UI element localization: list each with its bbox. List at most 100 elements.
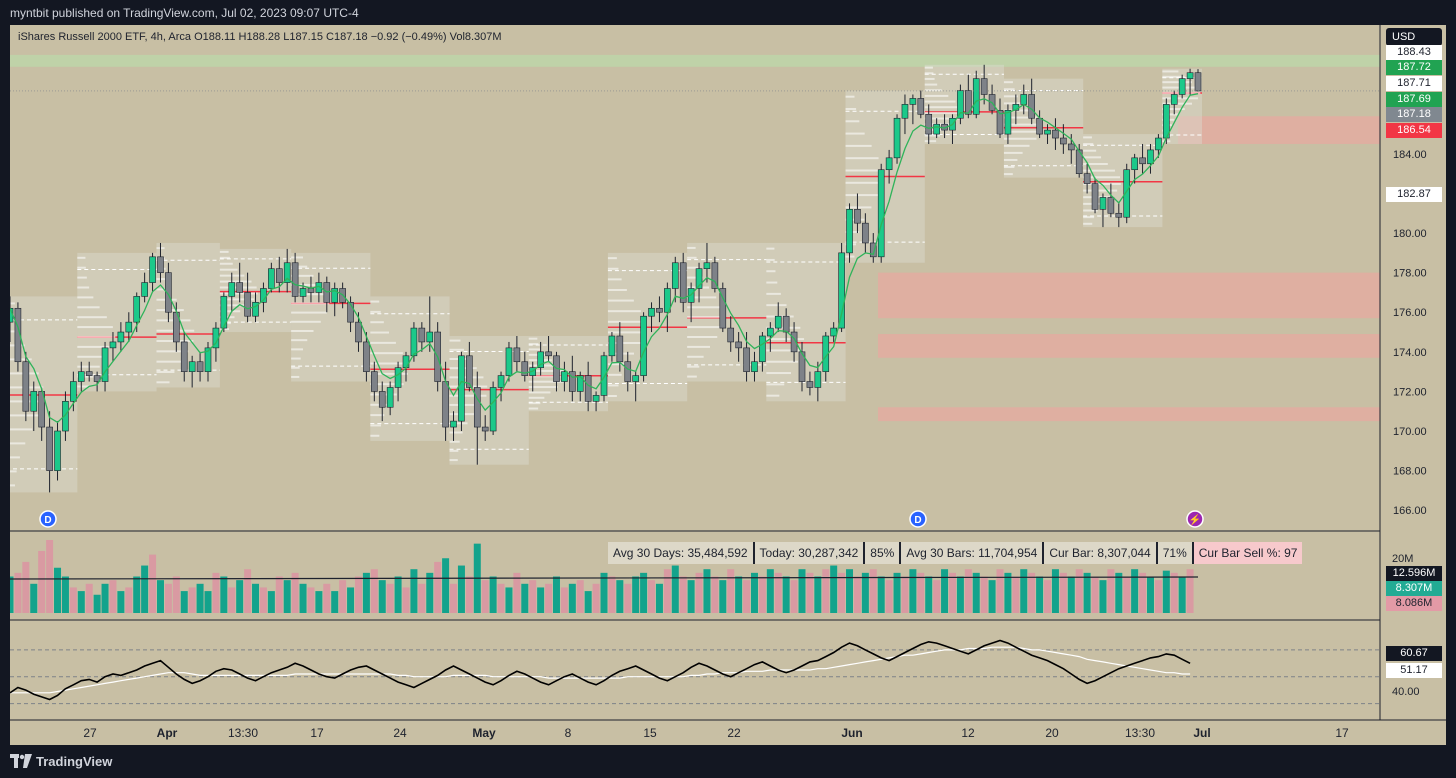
profile-bar <box>370 310 381 313</box>
profile-bar <box>766 270 776 273</box>
candle-body <box>679 262 687 303</box>
profile-bar <box>607 299 634 302</box>
supply-zone <box>878 334 1380 358</box>
volume-bar <box>259 587 267 613</box>
candle-body <box>394 367 402 388</box>
candle-body <box>545 351 552 357</box>
candle-body <box>767 327 774 337</box>
profile-bar <box>528 375 567 378</box>
legend-open: O188.11 <box>194 31 236 43</box>
profile-bar <box>528 369 565 372</box>
candle-body <box>1147 149 1154 165</box>
candle-body <box>275 268 283 283</box>
profile-bar <box>219 298 254 301</box>
stat-curbar-pct: 71% <box>1157 542 1194 564</box>
profile-bar <box>291 348 304 351</box>
candle-body <box>576 375 584 392</box>
chart-frame[interactable]: 166.00 168.00 170.00 172.00 174.00 176.00 178.… <box>10 25 1446 745</box>
volume-bar <box>948 572 956 613</box>
volume-bar <box>1115 572 1123 613</box>
tradingview-brand: TradingView <box>36 754 113 769</box>
profile-bar <box>528 386 558 389</box>
profile-bar <box>1083 189 1118 192</box>
profile-bar <box>1003 95 1018 98</box>
profile-bar <box>370 352 403 355</box>
volume-bar <box>22 561 30 613</box>
candle-body <box>1091 183 1099 210</box>
profile-bar <box>687 276 703 279</box>
profile-bar <box>291 320 321 323</box>
volume-bar <box>584 591 592 613</box>
volume-profile-block <box>687 242 767 382</box>
profile-bar <box>687 256 697 259</box>
profile-bar <box>370 321 384 324</box>
volume-bar <box>505 587 513 613</box>
y-tick-label: 168.00 <box>1393 466 1427 478</box>
profile-bar <box>219 268 238 271</box>
candle-body <box>117 331 125 343</box>
y-tick-label: 180.00 <box>1393 228 1427 240</box>
profile-bar <box>924 140 937 143</box>
profile-bar <box>370 414 385 417</box>
candle-body <box>426 331 434 343</box>
profile-bar <box>10 302 15 305</box>
candle-body <box>1155 137 1162 151</box>
volume-bar <box>38 550 46 613</box>
volume-bar <box>156 580 164 613</box>
chart-svg[interactable]: 166.00168.00170.00172.00174.00176.00178.… <box>10 25 1446 745</box>
profile-bar <box>687 246 696 249</box>
volume-bar <box>370 569 378 613</box>
candle-body <box>1083 173 1091 184</box>
candle-body <box>46 426 53 471</box>
candle-body <box>77 371 85 382</box>
profile-bar <box>449 449 459 452</box>
volume-bar <box>141 565 149 613</box>
volume-bar <box>489 576 497 613</box>
volume-bar <box>402 587 410 613</box>
candle-body <box>402 355 410 368</box>
profile-bar <box>10 428 33 431</box>
profile-bar <box>156 360 182 363</box>
symbol-legend: iShares Russell 2000 ETF, 4h, Arca O188.… <box>18 31 502 43</box>
candle-body <box>584 375 592 402</box>
profile-bar <box>766 304 787 307</box>
volume-bar <box>1004 572 1012 613</box>
profile-bar <box>924 117 960 120</box>
candle-body <box>442 381 449 428</box>
candle-body <box>1036 117 1043 135</box>
candle-body <box>418 327 426 343</box>
price-badge: 187.71 <box>1386 76 1442 91</box>
profile-bar <box>607 373 622 376</box>
volume-bar <box>497 583 505 613</box>
symbol-name: iShares Russell 2000 ETF, 4h, Arca <box>18 31 192 43</box>
currency-button[interactable]: USD <box>1386 28 1442 46</box>
candle-body <box>521 361 529 376</box>
candle-body <box>489 387 497 432</box>
candle-body <box>1099 197 1107 210</box>
profile-bar <box>1003 81 1013 84</box>
profile-bar <box>924 111 963 114</box>
profile-bar <box>766 281 778 284</box>
volume-bar <box>196 583 204 613</box>
profile-bar <box>77 335 116 338</box>
candle-body <box>1044 129 1051 135</box>
profile-bar <box>845 107 857 110</box>
profile-bar <box>924 100 956 103</box>
profile-bar <box>845 194 879 197</box>
volume-bar <box>972 572 980 613</box>
candle-body <box>331 288 339 303</box>
volume-bar <box>331 591 339 613</box>
volume-bar <box>299 583 307 613</box>
volume-bar <box>901 576 909 613</box>
volume-bar <box>1162 570 1170 613</box>
volume-bar <box>1059 572 1067 613</box>
volume-bar <box>545 583 553 613</box>
volume-stats-table: Avg 30 Days: 35,484,592 Today: 30,287,34… <box>608 542 1303 564</box>
volume-bar <box>418 583 426 613</box>
x-tick-label: Jun <box>841 726 862 740</box>
volume-bar <box>228 587 236 613</box>
volume-bar <box>220 576 228 613</box>
profile-bar <box>1162 97 1198 100</box>
profile-bar <box>766 292 781 295</box>
resistance-zone <box>10 54 1380 67</box>
